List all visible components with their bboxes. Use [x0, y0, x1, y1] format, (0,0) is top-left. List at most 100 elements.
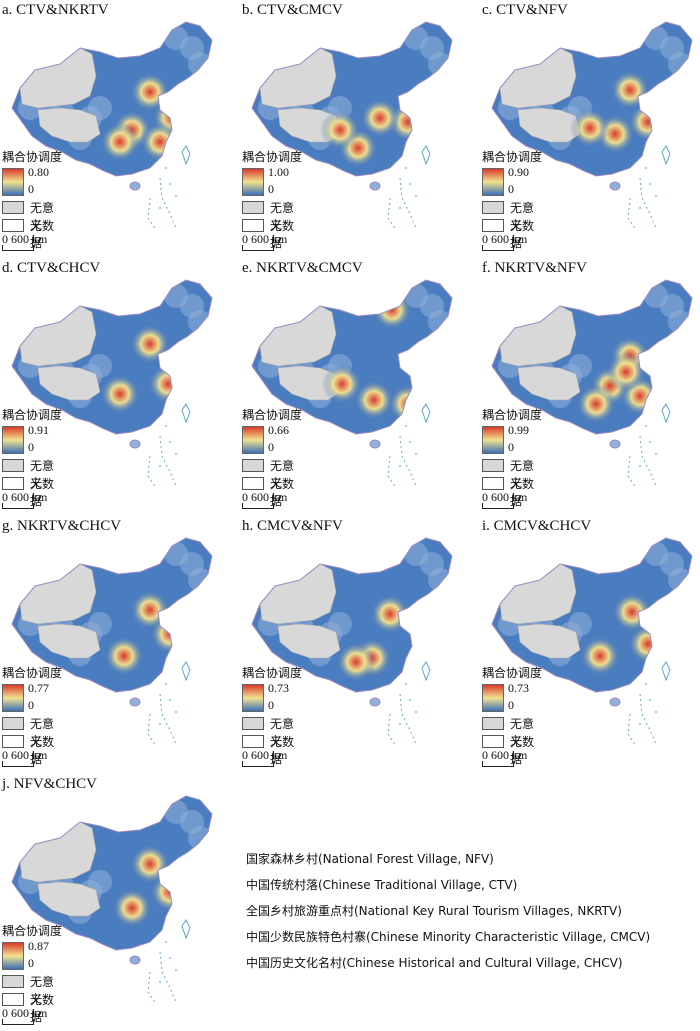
south-china-sea-line [147, 177, 177, 231]
meaningless-region [499, 563, 577, 625]
scale-line [242, 503, 274, 509]
island-dot [159, 723, 161, 725]
choropleth-map [11, 795, 213, 1005]
taiwan-island [421, 403, 431, 424]
legend: 耦合协调度 0.77 0 无意义 无数据 [2, 664, 62, 766]
coupling-hotspot [130, 72, 170, 112]
no-data-swatch [242, 477, 264, 490]
meaningless-label: 无意义 [270, 201, 295, 232]
legend-max: 0.99 [508, 423, 529, 437]
island-dot [159, 207, 161, 209]
meaningless-swatch [482, 717, 504, 730]
country-border [11, 795, 213, 951]
island-dot [169, 699, 171, 701]
legend-title: 耦合协调度 [242, 150, 303, 164]
scale-line [242, 245, 274, 251]
island-dot [409, 183, 411, 185]
meaningless-region [37, 107, 101, 143]
meaningless-swatch [482, 459, 504, 472]
scale-line [2, 245, 34, 251]
island-dot [655, 453, 657, 455]
south-china-sea-line [387, 177, 417, 231]
island-dot [175, 195, 177, 197]
coupling-hotspot [112, 888, 152, 928]
country-border [251, 279, 453, 435]
taiwan-island [181, 919, 191, 940]
scale-text: 0 600 km [242, 748, 288, 762]
scale-line [2, 761, 34, 767]
south-china-sea-line [147, 951, 177, 1005]
legend-title: 耦合协调度 [242, 408, 303, 422]
panel-title: b. CTV&CMCV [242, 2, 343, 18]
legend: 耦合协调度 0.90 0 无意义 无数据 [482, 148, 543, 250]
meaningless-swatch [242, 459, 264, 472]
island-dot [399, 723, 401, 725]
meaningless-swatch [482, 201, 504, 214]
scale-line [482, 761, 514, 767]
panel-title: f. NKRTV&NFV [482, 260, 587, 276]
legend-max: 0.77 [28, 681, 49, 695]
island-dot [649, 699, 651, 701]
density-patch [568, 612, 592, 636]
no-data-swatch [2, 993, 24, 1006]
south-china-sea-line [147, 693, 177, 747]
legend-title: 耦合协调度 [242, 666, 303, 680]
coupling-hotspot [372, 290, 412, 330]
island-dot [649, 183, 651, 185]
south-china-sea-line [387, 693, 417, 747]
coupling-hotspot [140, 122, 180, 162]
color-ramp [2, 942, 24, 970]
panel-title: g. NKRTV&CHCV [2, 518, 122, 534]
taiwan-island [181, 145, 191, 166]
density-patch [88, 612, 112, 636]
coupling-hotspot [322, 364, 362, 404]
taiwan-island [181, 661, 191, 682]
legend-max: 0.73 [268, 681, 289, 695]
no-data-swatch [482, 735, 504, 748]
choropleth-map [11, 279, 213, 489]
meaningless-label: 无意义 [270, 717, 295, 748]
legend: 耦合协调度 0.80 0 无意义 无数据 [2, 148, 62, 250]
taiwan-island [181, 403, 191, 424]
legend-min: 0 [268, 182, 274, 196]
color-ramp [482, 684, 504, 712]
density-patch [88, 96, 112, 120]
coupling-hotspot [354, 380, 394, 420]
legend-min: 0 [28, 956, 34, 970]
legend-max: 0.91 [28, 423, 49, 437]
island-dot [159, 981, 161, 983]
meaningless-label: 无意义 [270, 459, 295, 490]
meaningless-label: 无意义 [30, 459, 55, 490]
note-ctv: 中国传统村落(Chinese Traditional Village, CTV) [246, 878, 518, 892]
island-dot [645, 167, 647, 169]
coupling-hotspot [130, 324, 170, 364]
country-border [491, 21, 693, 177]
legend-min: 0 [508, 182, 514, 196]
legend-max: 0.66 [268, 423, 289, 437]
meaningless-region [277, 623, 341, 659]
island-dot [175, 969, 177, 971]
meaningless-region [37, 365, 101, 401]
island-dot [639, 465, 641, 467]
meaningless-region [19, 821, 97, 883]
legend-title: 耦合协调度 [482, 150, 543, 164]
hainan-island [129, 181, 141, 191]
hainan-island [609, 181, 621, 191]
note-nfv: 国家森林乡村(National Forest Village, NFV) [246, 852, 494, 866]
note-cmcv: 中国少数民族特色村寨(Chinese Minority Characterist… [246, 930, 651, 944]
scale-text: 0 600 km [2, 748, 48, 762]
legend-min: 0 [508, 698, 514, 712]
meaningless-region [499, 47, 577, 109]
no-data-swatch [482, 477, 504, 490]
choropleth-map [491, 279, 693, 489]
meaningless-region [19, 563, 97, 625]
island-dot [405, 425, 407, 427]
meaningless-label: 无意义 [30, 975, 55, 1006]
scale-line [482, 245, 514, 251]
legend: 耦合协调度 0.91 0 无意义 无数据 [2, 406, 62, 508]
color-ramp [242, 426, 264, 454]
scale-text: 0 600 km [242, 232, 288, 246]
coupling-hotspot [576, 384, 616, 424]
coupling-hotspot [148, 364, 188, 404]
coupling-hotspot [100, 374, 140, 414]
